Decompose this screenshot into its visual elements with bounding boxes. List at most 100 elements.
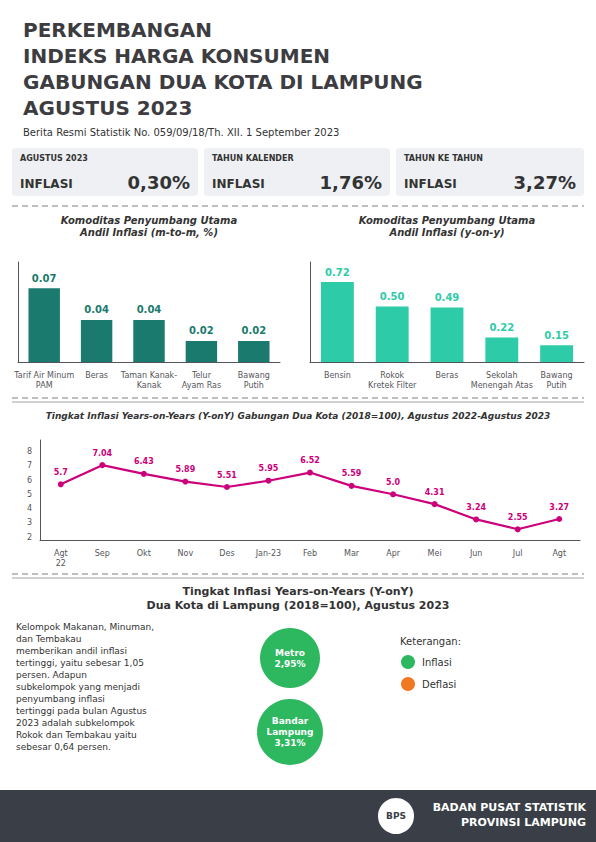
svg-text:TAHUN KALENDER: TAHUN KALENDER <box>212 154 294 163</box>
svg-text:1,76%: 1,76% <box>320 172 382 193</box>
svg-text:Telur: Telur <box>191 371 212 380</box>
svg-text:Menengah Atas: Menengah Atas <box>471 381 533 390</box>
svg-text:Tingkat Inflasi Years-on-Years: Tingkat Inflasi Years-on-Years (Y-onY) G… <box>46 411 551 421</box>
svg-text:Bawang: Bawang <box>238 371 270 380</box>
svg-text:8: 8 <box>27 447 32 456</box>
svg-text:Bawang: Bawang <box>541 371 573 380</box>
svg-text:Lampung: Lampung <box>267 727 314 737</box>
svg-text:Sep: Sep <box>95 549 110 558</box>
svg-text:INFLASI: INFLASI <box>20 177 73 191</box>
svg-text:0.22: 0.22 <box>489 322 514 333</box>
svg-text:Inflasi: Inflasi <box>422 657 452 668</box>
svg-text:Andil Inflasi (m-to-m, %): Andil Inflasi (m-to-m, %) <box>79 227 218 238</box>
svg-text:persen. Adapun: persen. Adapun <box>16 670 87 680</box>
svg-text:INFLASI: INFLASI <box>404 177 457 191</box>
svg-text:Komoditas Penyumbang Utama: Komoditas Penyumbang Utama <box>359 215 536 226</box>
svg-text:Tarif Air Minum: Tarif Air Minum <box>13 371 74 380</box>
svg-text:0.04: 0.04 <box>137 304 162 315</box>
svg-text:Bensin: Bensin <box>324 371 351 380</box>
svg-text:tertinggi, yaitu sebesar 1,05: tertinggi, yaitu sebesar 1,05 <box>16 658 144 668</box>
svg-text:0.72: 0.72 <box>325 267 350 278</box>
svg-text:BPS: BPS <box>386 811 406 821</box>
svg-text:PAM: PAM <box>36 381 53 390</box>
svg-text:3: 3 <box>27 518 32 527</box>
svg-text:7: 7 <box>27 461 32 470</box>
svg-text:sebesar 0,64 persen.: sebesar 0,64 persen. <box>16 742 111 752</box>
svg-text:6.43: 6.43 <box>134 457 154 466</box>
svg-text:Nov: Nov <box>178 549 194 558</box>
svg-text:Kelompok Makanan, Minuman,: Kelompok Makanan, Minuman, <box>16 622 154 632</box>
svg-text:5.7: 5.7 <box>54 468 68 477</box>
svg-text:5.95: 5.95 <box>259 464 279 473</box>
svg-text:Okt: Okt <box>137 549 151 558</box>
svg-text:Rokok dan Tembakau yaitu: Rokok dan Tembakau yaitu <box>16 730 137 740</box>
svg-text:Ayam Ras: Ayam Ras <box>182 381 221 390</box>
svg-text:5: 5 <box>27 490 32 499</box>
svg-text:2023 adalah subkelompok: 2023 adalah subkelompok <box>16 718 136 728</box>
svg-text:INFLASI: INFLASI <box>212 177 265 191</box>
svg-text:Berita Resmi Statistik No. 059: Berita Resmi Statistik No. 059/09/18/Th.… <box>23 127 339 138</box>
svg-text:Komoditas Penyumbang Utama: Komoditas Penyumbang Utama <box>61 215 238 226</box>
svg-text:4.31: 4.31 <box>425 488 445 497</box>
svg-text:Kanak: Kanak <box>137 381 162 390</box>
svg-text:Putih: Putih <box>244 381 264 390</box>
svg-text:2.55: 2.55 <box>508 513 528 522</box>
svg-text:Putih: Putih <box>547 381 567 390</box>
svg-text:6: 6 <box>27 476 32 485</box>
svg-text:subkelompok yang menjadi: subkelompok yang menjadi <box>16 682 140 692</box>
svg-text:Taman Kanak-: Taman Kanak- <box>120 371 177 380</box>
svg-text:0.04: 0.04 <box>84 304 109 315</box>
svg-text:Jun: Jun <box>469 549 483 558</box>
svg-text:memberikan andil inflasi: memberikan andil inflasi <box>16 646 127 656</box>
svg-text:0.15: 0.15 <box>544 330 569 341</box>
svg-text:3.24: 3.24 <box>466 503 486 512</box>
svg-text:Jan-23: Jan-23 <box>255 549 281 558</box>
svg-text:dan Tembakau: dan Tembakau <box>16 634 82 644</box>
svg-text:PERKEMBANGAN: PERKEMBANGAN <box>23 18 212 42</box>
svg-text:Mei: Mei <box>428 549 442 558</box>
svg-text:0.50: 0.50 <box>380 291 405 302</box>
svg-text:22: 22 <box>56 559 66 568</box>
svg-text:BADAN PUSAT STATISTIK: BADAN PUSAT STATISTIK <box>433 801 587 814</box>
svg-text:Sekolah: Sekolah <box>486 371 517 380</box>
svg-text:Keterangan:: Keterangan: <box>400 636 461 647</box>
svg-text:TAHUN KE TAHUN: TAHUN KE TAHUN <box>404 154 483 163</box>
svg-text:Jul: Jul <box>512 549 523 558</box>
svg-text:3,27%: 3,27% <box>514 172 576 193</box>
svg-text:Des: Des <box>219 549 234 558</box>
svg-text:2,95%: 2,95% <box>274 659 305 669</box>
svg-text:Agt: Agt <box>552 549 566 558</box>
svg-text:Rokok: Rokok <box>380 371 404 380</box>
svg-text:0.02: 0.02 <box>241 325 266 336</box>
svg-text:Beras: Beras <box>436 371 459 380</box>
svg-text:5.51: 5.51 <box>217 471 237 480</box>
svg-text:PROVINSI LAMPUNG: PROVINSI LAMPUNG <box>461 816 586 829</box>
svg-text:5.59: 5.59 <box>342 469 362 478</box>
svg-text:6.52: 6.52 <box>300 456 320 465</box>
svg-text:penyumbang inflasi: penyumbang inflasi <box>16 694 105 704</box>
svg-text:Feb: Feb <box>303 549 317 558</box>
svg-text:4: 4 <box>27 504 32 513</box>
svg-text:7.04: 7.04 <box>92 449 112 458</box>
svg-text:5.0: 5.0 <box>386 478 401 487</box>
svg-text:5.89: 5.89 <box>176 465 196 474</box>
svg-text:Tingkat Inflasi Years-on-Years: Tingkat Inflasi Years-on-Years (Y-onY) <box>182 585 413 598</box>
svg-text:Mar: Mar <box>344 549 360 558</box>
svg-text:3.27: 3.27 <box>549 503 569 512</box>
svg-text:Metro: Metro <box>275 648 305 658</box>
svg-text:GABUNGAN DUA KOTA DI LAMPUNG: GABUNGAN DUA KOTA DI LAMPUNG <box>23 70 423 94</box>
svg-text:2: 2 <box>27 533 32 542</box>
svg-text:Beras: Beras <box>85 371 108 380</box>
svg-text:INDEKS HARGA KONSUMEN: INDEKS HARGA KONSUMEN <box>23 44 330 68</box>
svg-text:Apr: Apr <box>386 549 401 558</box>
svg-text:AGUSTUS 2023: AGUSTUS 2023 <box>20 154 88 163</box>
svg-text:0.49: 0.49 <box>435 292 460 303</box>
svg-text:Andil Inflasi (y-on-y): Andil Inflasi (y-on-y) <box>388 227 504 238</box>
svg-text:0.07: 0.07 <box>32 273 57 284</box>
svg-text:3,31%: 3,31% <box>274 738 305 748</box>
svg-text:tertinggi pada bulan Agustus: tertinggi pada bulan Agustus <box>16 706 147 716</box>
svg-text:Bandar: Bandar <box>272 716 309 726</box>
svg-text:Kretek Filter: Kretek Filter <box>368 381 417 390</box>
svg-text:Deflasi: Deflasi <box>422 679 456 690</box>
svg-text:Dua Kota di Lampung (2018=100): Dua Kota di Lampung (2018=100), Agustus … <box>147 599 450 612</box>
